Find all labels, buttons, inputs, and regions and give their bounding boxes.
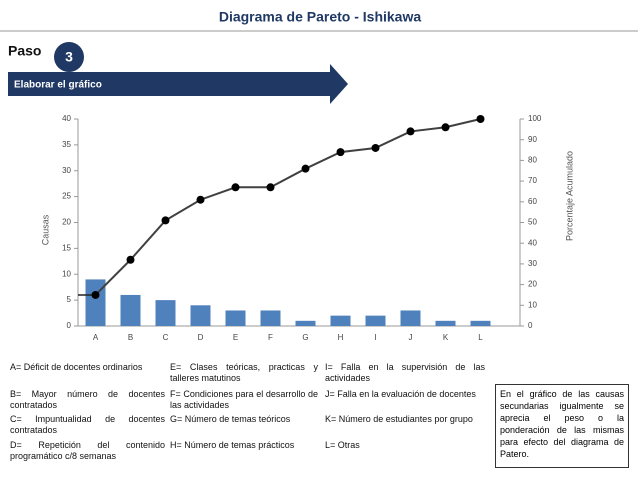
y2-tick-label: 40: [528, 238, 537, 247]
bar: [435, 320, 456, 326]
x-tick-label: G: [302, 333, 308, 342]
cumulative-point: [476, 115, 485, 123]
note: E= Clases teóricas, practicas y talleres…: [170, 362, 318, 383]
note: F= Condiciones para el desarrollo de las…: [170, 389, 318, 410]
bar: [155, 300, 176, 326]
y2-tick-label: 0: [528, 321, 533, 330]
note: H= Número de temas prácticos: [170, 440, 295, 450]
note: C= Impuntualidad de docentes contratados: [10, 414, 165, 435]
bar: [470, 320, 491, 326]
x-tick-label: A: [93, 333, 99, 342]
cumulative-point: [126, 255, 135, 264]
cumulative-point: [336, 148, 345, 157]
x-tick-label: K: [443, 333, 449, 342]
note: A= Déficit de docentes ordinarios: [10, 362, 143, 372]
x-tick-label: F: [268, 333, 273, 342]
title: Diagrama de Pareto - Ishikawa: [219, 9, 422, 25]
cumulative-point: [161, 216, 170, 225]
bar: [120, 294, 141, 326]
x-tick-label: J: [409, 333, 413, 342]
y2-tick-label: 70: [528, 176, 537, 185]
step-number: 3: [65, 49, 73, 65]
y-tick-label: 40: [62, 114, 71, 123]
note: K= Número de estudiantes por grupo: [325, 414, 473, 424]
step-label: Paso: [8, 43, 41, 59]
bar: [85, 279, 106, 326]
comment-box: En el gráfico de las causas secundarias …: [495, 384, 629, 468]
cumulative-point: [441, 123, 450, 132]
cumulative-point: [91, 290, 100, 299]
y2-tick-label: 20: [528, 280, 537, 289]
note: G= Número de temas teóricos: [170, 414, 291, 424]
y2-axis-title: Porcentaje Acumulado: [564, 151, 574, 241]
y-tick-label: 20: [62, 218, 71, 227]
note: I= Falla en la supervisión de las activi…: [325, 362, 485, 383]
x-tick-label: D: [198, 333, 204, 342]
step-title: Elaborar el gráfico: [14, 80, 102, 91]
x-tick-label: L: [478, 333, 483, 342]
y2-tick-label: 30: [528, 259, 537, 268]
y-tick-label: 30: [62, 166, 71, 175]
x-tick-label: C: [163, 333, 169, 342]
cumulative-point: [231, 183, 240, 192]
note: D= Repetición del contenido programático…: [10, 440, 165, 461]
x-tick-label: B: [128, 333, 133, 342]
x-tick-label: I: [374, 333, 376, 342]
y2-tick-label: 100: [528, 114, 542, 123]
note: J= Falla en la evaluación de docentes: [325, 389, 476, 399]
bar: [365, 315, 386, 326]
cumulative-point: [301, 164, 310, 173]
note: B= Mayor número de docentes contratados: [10, 389, 165, 410]
cumulative-point: [371, 143, 380, 152]
bar: [330, 315, 351, 326]
y2-tick-label: 60: [528, 197, 537, 206]
y-tick-label: 35: [62, 140, 71, 149]
y-tick-label: 15: [62, 243, 71, 252]
y-axis-title: Causas: [40, 214, 50, 245]
x-tick-label: H: [338, 333, 344, 342]
cumulative-point: [196, 195, 205, 204]
cumulative-line: [94, 118, 481, 296]
y-tick-label: 25: [62, 192, 71, 201]
bar: [400, 310, 421, 326]
step-arrow: [8, 64, 348, 104]
bar: [295, 320, 316, 326]
y2-tick-label: 50: [528, 218, 537, 227]
y2-tick-label: 10: [528, 300, 537, 309]
bar: [190, 305, 211, 326]
step-circle: [54, 42, 84, 72]
y2-tick-label: 90: [528, 135, 537, 144]
note: L= Otras: [325, 440, 360, 450]
y-tick-label: 10: [62, 269, 71, 278]
x-tick-label: E: [233, 333, 238, 342]
cumulative-point: [266, 183, 275, 192]
bar: [260, 310, 281, 326]
cumulative-point: [406, 127, 415, 136]
y-tick-label: 5: [67, 295, 72, 304]
y-tick-label: 0: [67, 321, 72, 330]
bar: [225, 310, 246, 326]
y2-tick-label: 80: [528, 156, 537, 165]
